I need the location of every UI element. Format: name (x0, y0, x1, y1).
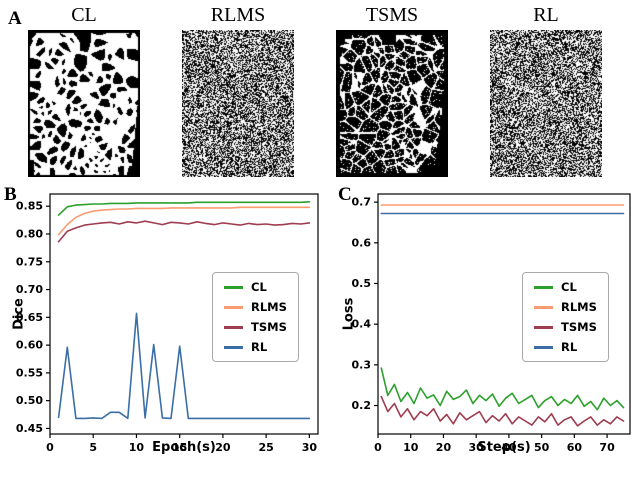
x-tick-label: 5 (89, 441, 97, 454)
x-tick-label: 0 (46, 441, 54, 454)
y-tick-label: 0.50 (16, 394, 43, 407)
panel-a-label: A (8, 8, 22, 29)
y-tick-label: 0.85 (16, 200, 43, 213)
legend-entry-cl: CL (224, 280, 287, 294)
x-tick-label: 10 (129, 441, 145, 454)
loss-y-axis-label: Loss (341, 297, 357, 331)
legend-line-swatch (224, 345, 243, 349)
series-line-rl (57, 312, 311, 420)
y-tick-label: 0.80 (16, 228, 43, 241)
legend-entry-tsms: TSMS (534, 320, 597, 334)
legend-label: CL (561, 280, 577, 294)
series-line-cl (380, 367, 625, 411)
x-tick-label: 0 (374, 441, 382, 454)
legend-line-swatch (224, 305, 243, 309)
legend-entry-rl: RL (534, 340, 597, 354)
axes-box (377, 193, 631, 435)
x-tick-label: 30 (302, 441, 318, 454)
x-tick-label: 70 (599, 441, 615, 454)
loss-chart-plot: 0 10 20 30 40 50 60 70 0.2 0.3 0.4 0.5 0.6 0.7 (352, 193, 631, 454)
y-tick-label: 0.45 (16, 422, 43, 435)
mask-column-cl: CL (28, 2, 140, 177)
loss-chart: 0 10 20 30 40 50 60 70 0.2 0.3 0.4 0.5 0.6 0.7 Loss S… (338, 186, 638, 474)
series-line-tsms (57, 220, 311, 243)
legend-line-swatch (224, 285, 243, 289)
legend-label: RL (251, 340, 268, 354)
x-tick-label: 20 (436, 441, 452, 454)
y-tick-label: 0.70 (16, 283, 43, 296)
mask-image-cl (28, 30, 140, 177)
legend-label: RLMS (561, 300, 597, 314)
dice-x-axis-label: Epoch(s) (152, 440, 216, 455)
loss-chart-legend: CL RLMS TSMS RL (522, 272, 609, 362)
dice-chart-legend: CL RLMS TSMS RL (212, 272, 299, 362)
legend-entry-rlms: RLMS (534, 300, 597, 314)
y-tick-label: 0.7 (352, 196, 372, 209)
series-line-rlms (57, 206, 311, 236)
dice-chart: 0 5 10 15 20 25 30 0.45 0.50 0.55 0.60 0.65 0.70 0.75… (6, 186, 328, 474)
legend-entry-rlms: RLMS (224, 300, 287, 314)
y-tick-label: 0.4 (352, 318, 372, 331)
mask-image-tsms (336, 30, 448, 177)
dice-y-axis-label: Dice (11, 298, 27, 330)
mask-title-rlms: RLMS (210, 4, 266, 26)
y-tick-label: 0.2 (352, 399, 372, 412)
legend-label: RLMS (251, 300, 287, 314)
legend-line-swatch (534, 325, 553, 329)
mask-column-tsms: TSMS (336, 2, 448, 177)
x-tick-label: 40 (501, 441, 517, 454)
mask-image-rlms (182, 30, 294, 177)
mask-column-rlms: RLMS (182, 2, 294, 177)
legend-line-swatch (534, 345, 553, 349)
mask-column-rl: RL (490, 2, 602, 177)
legend-label: RL (561, 340, 578, 354)
legend-label: TSMS (561, 320, 597, 334)
mask-title-cl: CL (71, 4, 97, 26)
y-tick-label: 0.65 (16, 311, 43, 324)
legend-line-swatch (534, 305, 553, 309)
mask-image-rl (490, 30, 602, 177)
panel-c-label: C (338, 184, 352, 205)
y-tick-label: 0.55 (16, 366, 43, 379)
mask-title-rl: RL (533, 4, 559, 26)
legend-label: CL (251, 280, 267, 294)
x-tick-label: 25 (258, 441, 273, 454)
y-tick-label: 0.6 (352, 236, 372, 249)
y-tick-label: 0.5 (352, 277, 372, 290)
x-tick-label: 30 (469, 441, 485, 454)
legend-entry-tsms: TSMS (224, 320, 287, 334)
dice-chart-plot: 0 5 10 15 20 25 30 0.45 0.50 0.55 0.60 0.65 0.70 0.75… (16, 193, 319, 454)
x-tick-label: 10 (403, 441, 419, 454)
legend-label: TSMS (251, 320, 287, 334)
panel-b-label: B (4, 184, 17, 205)
x-tick-label: 60 (567, 441, 583, 454)
y-tick-label: 0.3 (352, 358, 372, 371)
mask-title-tsms: TSMS (365, 4, 419, 26)
series-line-tsms (380, 395, 625, 427)
y-tick-label: 0.60 (16, 339, 43, 352)
series-line-cl (57, 201, 311, 216)
legend-entry-cl: CL (534, 280, 597, 294)
x-tick-label: 20 (215, 441, 231, 454)
legend-entry-rl: RL (224, 340, 287, 354)
loss-x-axis-label: Step(s) (477, 440, 531, 455)
legend-line-swatch (534, 285, 553, 289)
legend-line-swatch (224, 325, 243, 329)
axes-box (49, 193, 319, 435)
y-tick-label: 0.75 (16, 255, 43, 268)
x-tick-label: 50 (534, 441, 550, 454)
x-tick-label: 15 (172, 441, 187, 454)
